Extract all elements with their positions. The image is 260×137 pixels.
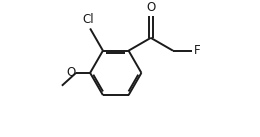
Text: Cl: Cl <box>83 13 94 26</box>
Text: O: O <box>146 1 155 14</box>
Text: O: O <box>66 66 75 79</box>
Text: F: F <box>194 44 200 57</box>
